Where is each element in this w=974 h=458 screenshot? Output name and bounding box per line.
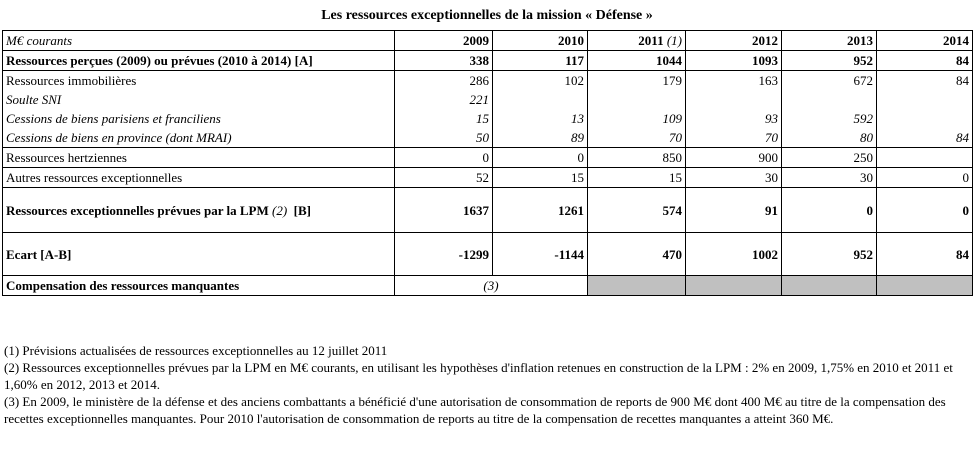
cell-value: 0 [394, 147, 493, 168]
year-header-2011: 2011 (1) [587, 30, 686, 51]
cell-value: 0 [781, 187, 877, 233]
cell-value: -1144 [492, 232, 588, 276]
cell-value [876, 147, 973, 168]
row-label: Autres ressources exceptionnelles [2, 167, 395, 188]
cell-value: 592 [781, 109, 877, 128]
cell-value: 1093 [685, 50, 782, 71]
cell-value: 30 [781, 167, 877, 188]
row-label: Ressources immobilières [2, 70, 395, 90]
cell-value [587, 90, 686, 109]
cell-value: 900 [685, 147, 782, 168]
row-label: Ressources perçues (2009) ou prévues (20… [2, 50, 395, 71]
shaded-cell [685, 275, 782, 296]
cell-value: 80 [781, 128, 877, 148]
shaded-cell [587, 275, 686, 296]
cell-value: 338 [394, 50, 493, 71]
row-label: Soulte SNI [2, 90, 395, 109]
year-header: 2014 [876, 30, 973, 51]
row-label: Compensation des ressources manquantes [2, 275, 395, 296]
cell-value: 102 [492, 70, 588, 90]
footnote-ref: (1) [666, 33, 682, 48]
cell-value: 117 [492, 50, 588, 71]
shaded-cell [781, 275, 877, 296]
year-header: 2010 [492, 30, 588, 51]
table-row-immo: Ressources immobilières 286 102 179 163 … [2, 70, 973, 90]
cell-value: -1299 [394, 232, 493, 276]
cell-value: 109 [587, 109, 686, 128]
cell-value: 952 [781, 232, 877, 276]
footnote: (1) Prévisions actualisées de ressources… [4, 343, 388, 358]
footnote: (3) En 2009, le ministère de la défense … [4, 394, 946, 426]
footnote: (2) Ressources exceptionnelles prévues p… [4, 360, 953, 392]
resources-table: M€ courants 2009 2010 2011 (1) 2012 2013… [2, 30, 973, 296]
cell-value: 163 [685, 70, 782, 90]
cell-value: 0 [876, 167, 973, 188]
cell-value [685, 90, 782, 109]
cell-value: 15 [394, 109, 493, 128]
cell-value: 15 [587, 167, 686, 188]
table-row-paris: Cessions de biens parisiens et francilie… [2, 109, 973, 128]
cell-value: 0 [492, 147, 588, 168]
table-row-province: Cessions de biens en province (dont MRAI… [2, 128, 973, 148]
cell-value: 91 [685, 187, 782, 233]
cell-value: 93 [685, 109, 782, 128]
row-label-lpm: Ressources exceptionnelles prévues par l… [2, 187, 395, 233]
cell-value: 1044 [587, 50, 686, 71]
cell-value: 470 [587, 232, 686, 276]
cell-value: 850 [587, 147, 686, 168]
cell-value: 0 [876, 187, 973, 233]
cell-value: 30 [685, 167, 782, 188]
table-row-ecart: Ecart [A-B] -1299 -1144 470 1002 952 84 [2, 232, 973, 276]
cell-value: 672 [781, 70, 877, 90]
cell-value: 952 [781, 50, 877, 71]
year-header: 2009 [394, 30, 493, 51]
cell-value [876, 90, 973, 109]
year-header: 2013 [781, 30, 877, 51]
cell-value: 50 [394, 128, 493, 148]
cell-value: 84 [876, 128, 973, 148]
cell-value: 89 [492, 128, 588, 148]
cell-value: 84 [876, 70, 973, 90]
row-label: Cessions de biens en province (dont MRAI… [2, 128, 395, 148]
table-row-autres: Autres ressources exceptionnelles 52 15 … [2, 167, 973, 188]
footnote-ref: (3) [394, 275, 588, 296]
table-row-hertz: Ressources hertziennes 0 0 850 900 250 [2, 147, 973, 168]
cell-value: 84 [876, 232, 973, 276]
cell-value: 1002 [685, 232, 782, 276]
row-label: Ressources hertziennes [2, 147, 395, 168]
footnote-ref: (2) [272, 202, 288, 218]
table-row-compensation: Compensation des ressources manquantes (… [2, 275, 973, 296]
row-label-suffix: [B] [287, 202, 312, 218]
shaded-cell [876, 275, 973, 296]
cell-value: 221 [394, 90, 493, 109]
year-label: 2011 [638, 33, 664, 48]
cell-value: 1261 [492, 187, 588, 233]
cell-value [781, 90, 877, 109]
table-row-soulte: Soulte SNI 221 [2, 90, 973, 109]
row-label: Ecart [A-B] [2, 232, 395, 276]
cell-value: 286 [394, 70, 493, 90]
row-label: Ressources exceptionnelles prévues par l… [6, 202, 272, 218]
table-row-perceived: Ressources perçues (2009) ou prévues (20… [2, 50, 973, 71]
table-row-lpm: Ressources exceptionnelles prévues par l… [2, 187, 973, 233]
table-title: Les ressources exceptionnelles de la mis… [321, 8, 653, 23]
cell-value: 15 [492, 167, 588, 188]
year-header: 2012 [685, 30, 782, 51]
cell-value [492, 90, 588, 109]
cell-value: 179 [587, 70, 686, 90]
cell-value: 70 [685, 128, 782, 148]
cell-value: 574 [587, 187, 686, 233]
cell-value: 13 [492, 109, 588, 128]
header-row: M€ courants 2009 2010 2011 (1) 2012 2013… [2, 30, 973, 51]
cell-value: 250 [781, 147, 877, 168]
footnotes: (1) Prévisions actualisées de ressources… [4, 342, 970, 427]
row-label: Cessions de biens parisiens et francilie… [2, 109, 395, 128]
cell-value: 1637 [394, 187, 493, 233]
cell-value: 70 [587, 128, 686, 148]
cell-value [876, 109, 973, 128]
cell-value: 84 [876, 50, 973, 71]
unit-label: M€ courants [2, 30, 395, 51]
cell-value: 52 [394, 167, 493, 188]
